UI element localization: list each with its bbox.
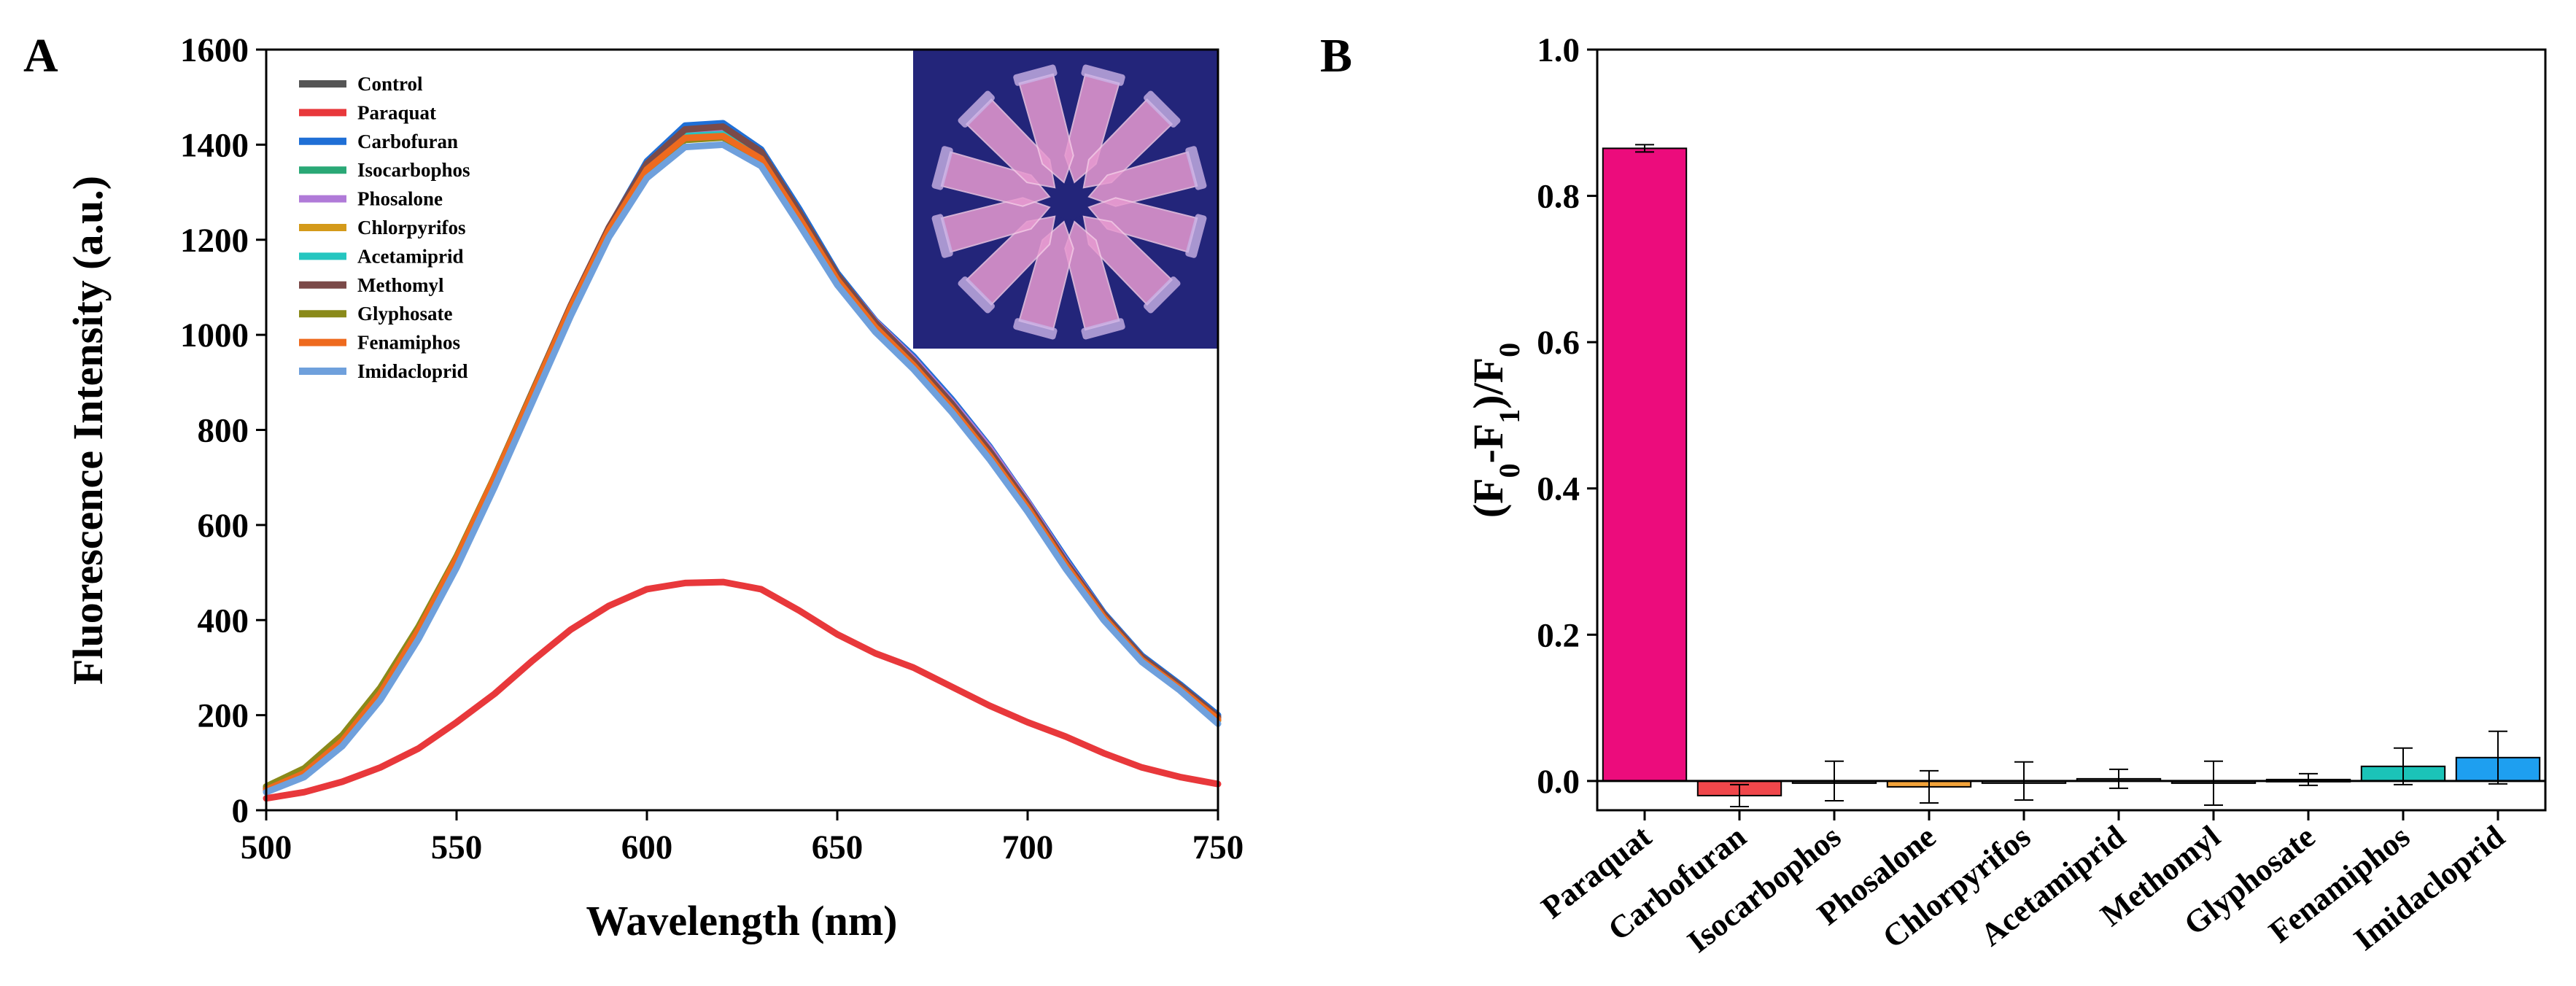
y-tick-label: 0 <box>232 792 249 830</box>
x-tick-label: 650 <box>812 828 864 866</box>
tube-cap <box>958 90 995 128</box>
y-axis-title: Fluorescence Intensity (a.u.) <box>64 176 112 685</box>
ylabel-sub: 1 <box>1493 409 1526 424</box>
legend-label: Imidacloprid <box>357 360 468 382</box>
series-line-imidacloprid <box>263 141 1222 796</box>
tube-cap <box>1013 318 1058 340</box>
panel-b-label: B <box>1320 29 1352 82</box>
y-tick-label-b: 0.4 <box>1537 470 1580 508</box>
legend-label: Glyphosate <box>357 303 453 325</box>
legend-label: Paraquat <box>357 101 436 123</box>
ylabel-part: )/F <box>1464 357 1512 409</box>
ylabel-part: -F <box>1464 424 1512 464</box>
x-tick-label: 750 <box>1192 828 1244 866</box>
legend-label: Acetamiprid <box>357 245 463 267</box>
line-series-group <box>263 120 1222 802</box>
inset-photo-tubes <box>913 50 1218 349</box>
legend-label: Carbofuran <box>357 131 458 152</box>
inset-tube <box>1013 64 1074 184</box>
bar-group <box>1602 144 2541 807</box>
tube-cap <box>1144 90 1181 128</box>
y-tick-label: 200 <box>198 697 249 735</box>
y-tick-label: 800 <box>198 412 249 450</box>
x-tick-label: 550 <box>431 828 483 866</box>
inset-center <box>1052 185 1087 220</box>
ylabel-sub: 0 <box>1493 343 1526 357</box>
tube-cap <box>1081 318 1125 340</box>
panel-a-label: A <box>23 29 58 82</box>
x-tick-label: 600 <box>621 828 673 866</box>
legend-label: Fenamiphos <box>357 332 460 354</box>
tube-cap <box>931 214 953 258</box>
tube-cap <box>1144 276 1181 314</box>
legend-label: Chlorpyrifos <box>357 217 466 238</box>
y-tick-label-b: 0.0 <box>1537 763 1580 801</box>
y-tick-label: 1200 <box>180 222 249 260</box>
series-line-paraquat <box>263 578 1222 802</box>
tube-cap <box>1185 214 1207 258</box>
legend: Control Paraquat Carbofuran Isocarbophos Pho… <box>299 73 470 382</box>
tube-cap <box>958 276 995 314</box>
legend-label: Phosalone <box>357 188 443 210</box>
ylabel-part: (F <box>1464 478 1512 518</box>
panel-a: A 500 550 600 650 700 750 0 200 400 600 800 1000 120… <box>23 29 1244 944</box>
y-tick-label: 1400 <box>180 126 249 164</box>
y-tick-label: 400 <box>198 602 249 640</box>
y-tick-label: 1600 <box>180 31 249 69</box>
y-tick-label-b: 0.8 <box>1537 178 1580 216</box>
tube-cap <box>1185 146 1207 190</box>
panel-b: B 0.00.20.40.60.81.0ParaquatCarbofuranIs… <box>1320 29 2547 960</box>
y-tick-label-b: 1.0 <box>1537 31 1580 69</box>
legend-label: Methomyl <box>357 274 444 296</box>
x-tick-label: 700 <box>1002 828 1054 866</box>
y-tick-label: 1000 <box>180 317 249 354</box>
y-tick-label: 600 <box>198 507 249 545</box>
y-axis-title-b: (F0-F1)/F0 <box>1464 343 1526 518</box>
y-tick-label-b: 0.6 <box>1537 324 1580 362</box>
y-tick-label-b: 0.2 <box>1537 616 1580 654</box>
plot-frame-b <box>1596 48 2547 812</box>
x-axis-title: Wavelength (nm) <box>586 897 898 944</box>
ylabel-sub: 0 <box>1493 463 1526 478</box>
legend-label: Control <box>357 73 423 95</box>
tube-cap <box>931 146 953 190</box>
tube-cap <box>1013 64 1058 86</box>
bar-paraquat <box>1602 147 1688 782</box>
tube-cap <box>1081 64 1125 86</box>
x-tick-label: 500 <box>241 828 292 866</box>
legend-label: Isocarbophos <box>357 159 470 181</box>
